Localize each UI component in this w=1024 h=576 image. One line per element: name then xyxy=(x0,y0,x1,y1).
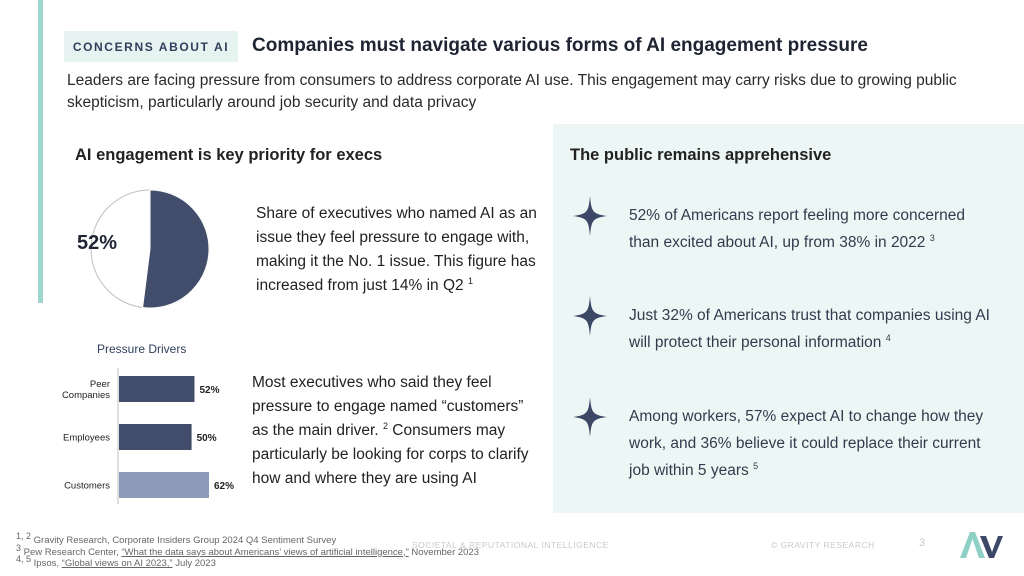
drivers-description-text: Most executives who said they feel press… xyxy=(252,374,524,439)
footnotes: 1, 2 Gravity Research, Corporate Insider… xyxy=(16,530,479,570)
pie-slice xyxy=(142,189,210,309)
sparkle-icon xyxy=(573,196,607,236)
section-tag: CONCERNS ABOUT AI xyxy=(64,31,238,62)
footnote: 1, 2 Gravity Research, Corporate Insider… xyxy=(16,530,337,546)
bullet-text: 52% of Americans report feeling more con… xyxy=(629,207,966,251)
footnote-link[interactable]: “What the data says about Americans’ vie… xyxy=(121,546,409,558)
footnote-ref: 5 xyxy=(753,460,759,471)
footer-copyright: © GRAVITY RESEARCH xyxy=(771,540,875,550)
pie-chart xyxy=(90,189,210,309)
bar xyxy=(119,424,192,450)
right-panel xyxy=(553,124,1024,513)
footnote-link[interactable]: “Global views on AI 2023,” xyxy=(61,558,173,569)
footnote: 4, 5 Ipsos, “Global views on AI 2023,” J… xyxy=(16,553,216,569)
category-label: Companies xyxy=(62,390,110,401)
left-heading: AI engagement is key priority for execs xyxy=(75,146,383,164)
page-number: 3 xyxy=(919,537,926,549)
sparkle-icon xyxy=(573,296,607,336)
sparkle-icon xyxy=(573,397,607,437)
bar-value-label: 62% xyxy=(214,481,234,492)
right-heading: The public remains apprehensive xyxy=(570,146,832,164)
footnote-ref: 3 xyxy=(929,232,935,243)
bar-value-label: 52% xyxy=(199,385,219,396)
bar-value-label: 50% xyxy=(197,433,217,444)
category-label: Employees xyxy=(63,433,110,444)
page-title: Companies must navigate various forms of… xyxy=(252,35,868,56)
accent-bar xyxy=(38,0,43,303)
category-label: Customers xyxy=(64,481,110,492)
footer-center-text: SOCIETAL & REPUTATIONAL INTELLIGENCE xyxy=(412,540,609,550)
footnote-ref: 4 xyxy=(885,332,891,343)
pie-description-text: Share of executives who named AI as an i… xyxy=(256,205,537,294)
bar xyxy=(119,376,195,402)
footnote: 3 Pew Research Center, “What the data sa… xyxy=(16,542,479,558)
drivers-description-text-2: Consumers may particularly be looking fo… xyxy=(252,422,529,487)
bullet-text: Among workers, 57% expect AI to change h… xyxy=(629,408,984,479)
footnote-ref: 2 xyxy=(382,420,388,431)
pie-description: Share of executives who named AI as an i… xyxy=(256,202,538,298)
bar xyxy=(119,472,209,498)
bullet-text: Just 32% of Americans trust that compani… xyxy=(629,307,990,351)
gravity-logo-icon xyxy=(960,532,1003,558)
chart-title: Pressure Drivers xyxy=(97,342,187,356)
drivers-description: Most executives who said they feel press… xyxy=(252,371,542,491)
page-subtitle: Leaders are facing pressure from consume… xyxy=(67,72,957,111)
footnote-ref: 1 xyxy=(467,275,473,286)
category-label: Peer xyxy=(90,379,110,390)
pie-value-label: 52% xyxy=(77,232,118,254)
